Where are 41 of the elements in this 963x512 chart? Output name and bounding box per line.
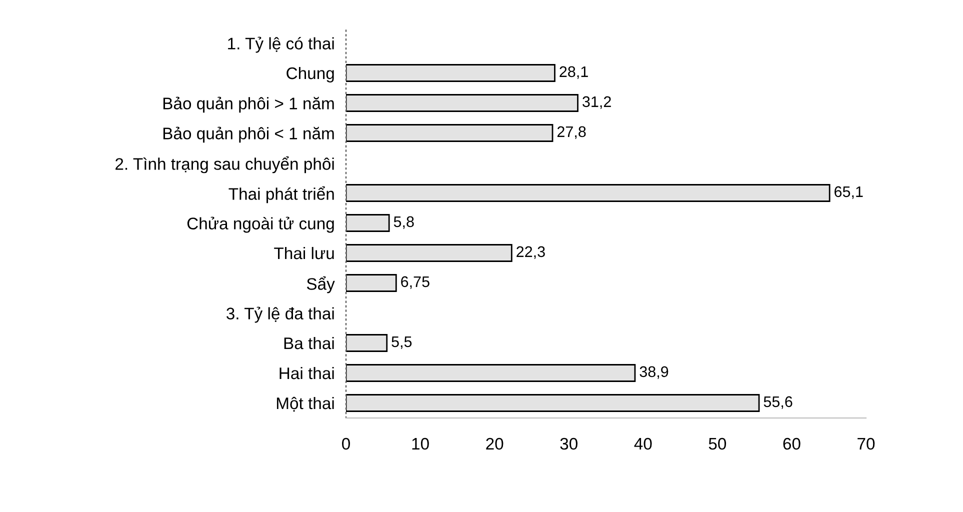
y-tick-label: Chung	[286, 66, 334, 82]
y-tick-label: Chửa ngoài tử cung	[187, 216, 334, 233]
data-label: 55,6	[764, 396, 792, 409]
bar	[346, 124, 554, 142]
bar	[346, 244, 512, 262]
x-tick-label: 60	[783, 438, 800, 450]
bar	[346, 334, 388, 352]
data-label: 5,5	[392, 336, 412, 349]
x-tick-label: 70	[858, 438, 875, 450]
bar	[346, 364, 636, 382]
data-label: 65,1	[834, 186, 863, 199]
bar	[346, 94, 578, 112]
bar	[346, 214, 390, 232]
x-tick-label: 40	[634, 438, 652, 450]
bar	[346, 64, 556, 82]
x-tick-label: 0	[342, 438, 350, 450]
y-tick-label: Bảo quản phôi > 1 năm	[163, 96, 334, 113]
y-tick-label: Một thai	[276, 396, 334, 412]
x-tick-label: 20	[486, 438, 504, 450]
data-label: 27,8	[557, 126, 586, 139]
x-tick-label: 10	[412, 438, 429, 450]
y-tick-label: Bảo quản phôi < 1 năm	[163, 126, 334, 143]
y-tick-label: 2. Tình trạng sau chuyển phôi	[116, 156, 334, 174]
bar	[346, 274, 397, 292]
data-label: 5,8	[394, 216, 414, 229]
y-tick-label: 3. Tỷ lệ đa thai	[226, 306, 334, 323]
y-tick-label: Hai thai	[280, 366, 334, 380]
data-label: 31,2	[582, 96, 611, 109]
bar	[346, 184, 830, 202]
y-tick-label: Thai lưu	[274, 246, 334, 260]
data-label: 28,1	[560, 66, 588, 79]
y-tick-label: 1. Tỷ lệ có thai	[228, 36, 334, 53]
y-tick-label: Sẩy	[306, 276, 335, 294]
y-tick-label: Thai phát triển	[228, 186, 334, 204]
x-tick-label: 50	[708, 438, 726, 450]
data-label: 22,3	[516, 246, 545, 259]
x-tick-label: 30	[560, 438, 578, 450]
y-tick-label: Ba thai	[284, 336, 334, 350]
bar	[346, 394, 760, 412]
data-label: 38,9	[640, 366, 668, 379]
data-label: 6,75	[401, 276, 430, 289]
